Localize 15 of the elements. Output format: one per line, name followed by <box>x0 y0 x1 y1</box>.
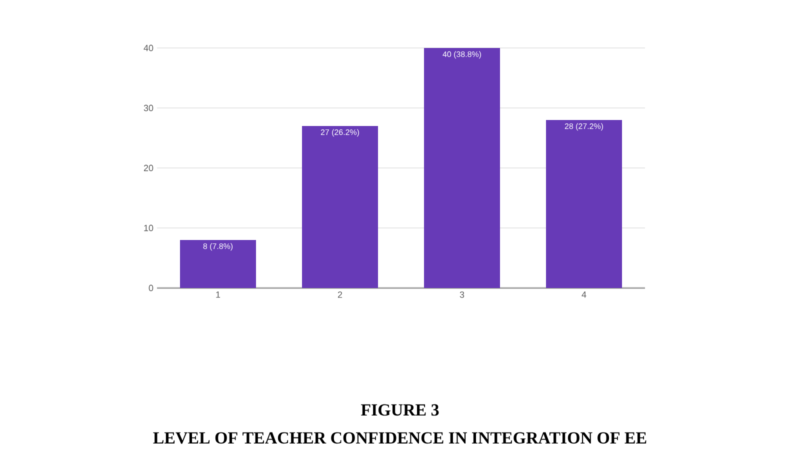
x-tick-label: 1 <box>216 292 220 298</box>
bar <box>302 126 378 288</box>
y-tick-label: 30 <box>144 104 154 112</box>
bar <box>424 48 500 288</box>
y-tick-label: 40 <box>144 44 154 52</box>
x-tick-label: 4 <box>582 292 586 298</box>
bar <box>180 240 256 288</box>
y-tick-label: 10 <box>144 224 154 232</box>
x-tick-label: 2 <box>338 292 342 298</box>
bar <box>546 120 622 288</box>
y-tick-label: 0 <box>148 284 154 292</box>
y-tick-label: 20 <box>144 164 154 172</box>
x-tick-label: 3 <box>460 292 464 298</box>
text: LEVEL OF TEACHER CONFIDENCE IN INTEGRATION OF EE <box>153 432 646 444</box>
text: FIGURE 3 <box>361 404 439 416</box>
